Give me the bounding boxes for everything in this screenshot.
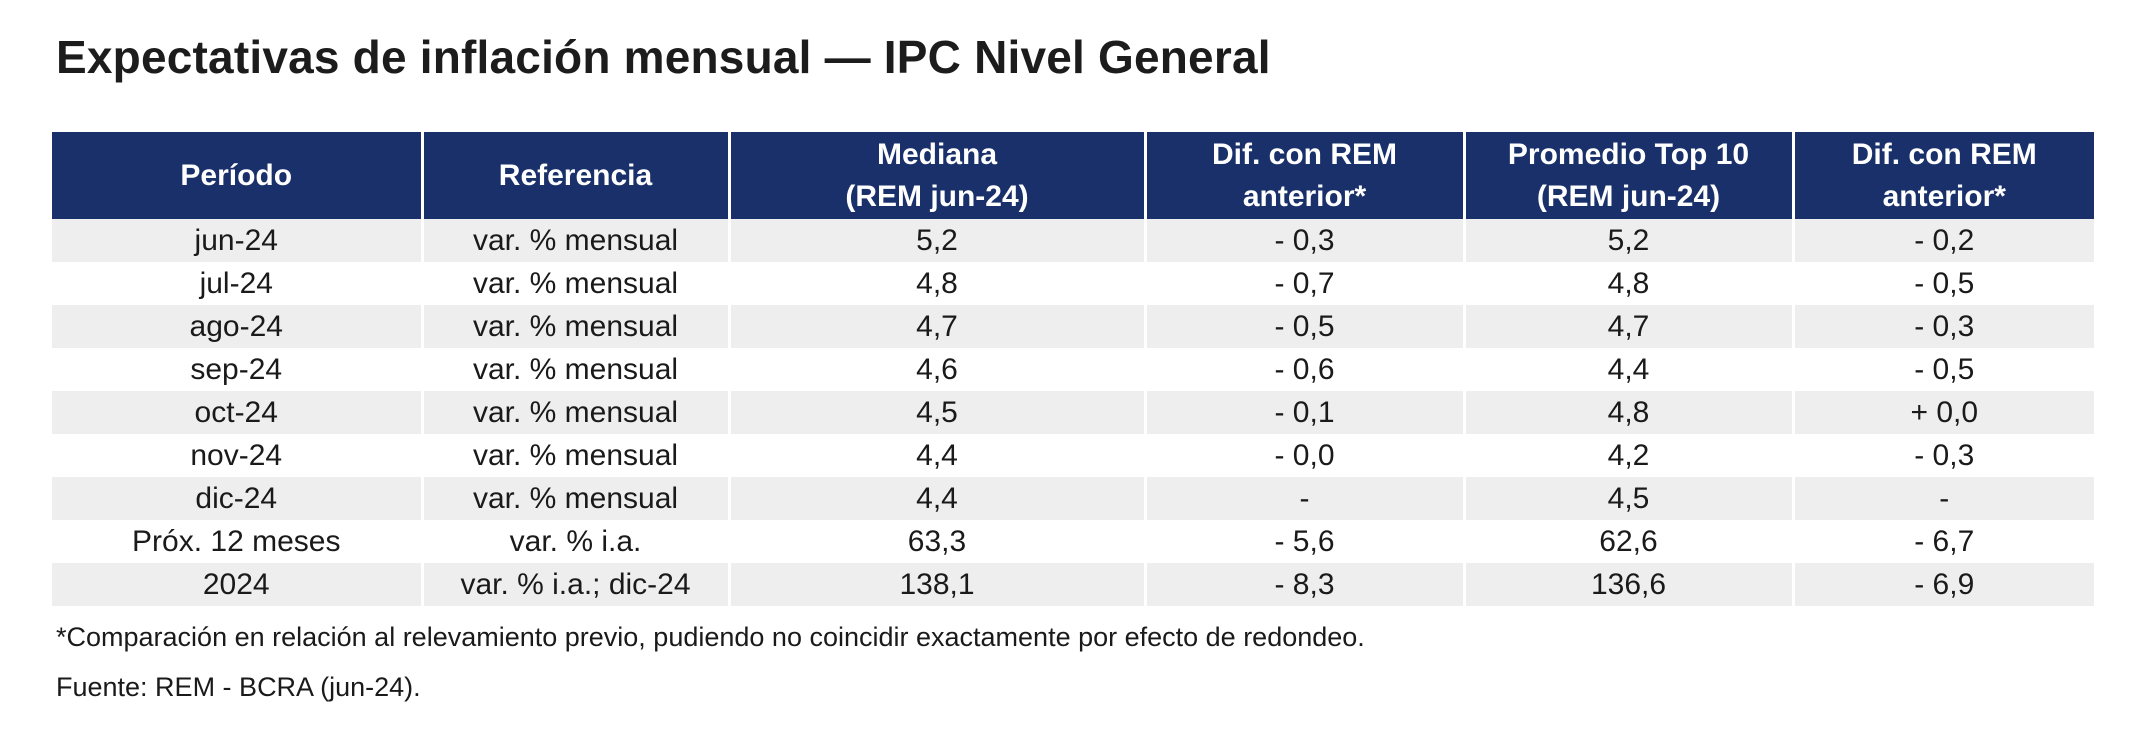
cell-dif-mediana: - (1145, 477, 1466, 520)
cell-promedio-top10: 4,8 (1464, 391, 1795, 434)
cell-mediana: 138,1 (729, 563, 1147, 606)
cell-referencia: var. % mensual (422, 348, 731, 391)
inflation-expectations-table: Período Referencia Mediana (REM jun-24) Dif.… (52, 132, 2094, 606)
cell-promedio-top10: 4,7 (1464, 305, 1795, 348)
column-header-line: anterior* (1882, 179, 2006, 213)
cell-dif-mediana: - 0,3 (1145, 219, 1466, 262)
cell-dif-mediana: - 0,0 (1145, 434, 1466, 477)
cell-promedio-top10: 4,5 (1464, 477, 1795, 520)
cell-dif-top10: - 0,5 (1793, 348, 2094, 391)
cell-periodo: ago-24 (52, 305, 424, 348)
column-header-line: (REM jun-24) (845, 179, 1029, 213)
cell-periodo: nov-24 (52, 434, 424, 477)
cell-promedio-top10: 4,2 (1464, 434, 1795, 477)
cell-referencia: var. % mensual (422, 305, 731, 348)
column-header-line: Promedio Top 10 (1507, 137, 1750, 171)
cell-promedio-top10: 4,8 (1464, 262, 1795, 305)
cell-mediana: 5,2 (729, 219, 1147, 262)
column-header-line: Referencia (498, 158, 653, 192)
cell-periodo: Próx. 12 meses (52, 520, 424, 563)
header-referencia: Referencia (422, 132, 731, 219)
cell-mediana: 4,8 (729, 262, 1147, 305)
cell-dif-mediana: - 0,6 (1145, 348, 1466, 391)
cell-dif-top10: - 0,2 (1793, 219, 2094, 262)
header-mediana: Mediana (REM jun-24) (729, 132, 1147, 219)
cell-periodo: 2024 (52, 563, 424, 606)
cell-referencia: var. % mensual (422, 219, 731, 262)
cell-referencia: var. % i.a. (422, 520, 731, 563)
header-periodo: Período (52, 132, 424, 219)
column-header-line: Mediana (876, 137, 998, 171)
column-header-line: Dif. con REM (1851, 137, 2037, 171)
table-row: jun-24 var. % mensual 5,2- 0,3 5,2- 0,2 (52, 219, 2094, 262)
column-header-line: Dif. con REM (1212, 137, 1397, 171)
column-header-line: Período (180, 158, 293, 192)
cell-referencia: var. % mensual (422, 391, 731, 434)
cell-referencia: var. % mensual (422, 262, 731, 305)
table-row: sep-24 var. % mensual 4,6- 0,6 4,4- 0,5 (52, 348, 2094, 391)
cell-mediana: 4,5 (729, 391, 1147, 434)
cell-periodo: jun-24 (52, 219, 424, 262)
cell-dif-top10: - 6,9 (1793, 563, 2094, 606)
table-header-row: Período Referencia Mediana (REM jun-24) Dif.… (52, 132, 2094, 219)
cell-periodo: jul-24 (52, 262, 424, 305)
inflation-expectations-table-container: Período Referencia Mediana (REM jun-24) Dif.… (52, 132, 2094, 606)
table-row: jul-24 var. % mensual 4,8- 0,7 4,8- 0,5 (52, 262, 2094, 305)
header-dif-mediana: Dif. con REM anterior* (1145, 132, 1466, 219)
cell-dif-mediana: - 8,3 (1145, 563, 1466, 606)
cell-mediana: 4,6 (729, 348, 1147, 391)
cell-mediana: 4,7 (729, 305, 1147, 348)
cell-promedio-top10: 4,4 (1464, 348, 1795, 391)
table-row: Próx. 12 meses var. % i.a. 63,3- 5,6 62,6- … (52, 520, 2094, 563)
cell-promedio-top10: 5,2 (1464, 219, 1795, 262)
cell-dif-mediana: - 0,1 (1145, 391, 1466, 434)
footnote: *Comparación en relación al relevamiento… (56, 622, 1365, 652)
cell-promedio-top10: 62,6 (1464, 520, 1795, 563)
cell-dif-top10: - 0,3 (1793, 434, 2094, 477)
cell-dif-top10: - 0,5 (1793, 262, 2094, 305)
table-row: ago-24 var. % mensual 4,7- 0,5 4,7- 0,3 (52, 305, 2094, 348)
header-dif-top10: Dif. con REM anterior* (1793, 132, 2094, 219)
table-body: jun-24 var. % mensual 5,2- 0,3 5,2- 0,2 jul-… (52, 219, 2094, 606)
cell-referencia: var. % mensual (422, 434, 731, 477)
cell-mediana: 4,4 (729, 434, 1147, 477)
cell-dif-mediana: - 5,6 (1145, 520, 1466, 563)
column-header-line: (REM jun-24) (1536, 179, 1721, 213)
cell-dif-mediana: - 0,7 (1145, 262, 1466, 305)
cell-dif-top10: - (1793, 477, 2094, 520)
cell-dif-top10: - 6,7 (1793, 520, 2094, 563)
cell-promedio-top10: 136,6 (1464, 563, 1795, 606)
column-header-line: anterior* (1242, 179, 1367, 213)
table-row: oct-24 var. % mensual 4,5- 0,1 4,8 + 0,0 (52, 391, 2094, 434)
source-note: Fuente: REM - BCRA (jun-24). (56, 672, 421, 702)
cell-mediana: 63,3 (729, 520, 1147, 563)
page-title: Expectativas de inflación mensual — IPC … (56, 31, 1271, 83)
cell-dif-top10: + 0,0 (1793, 391, 2094, 434)
table-row: dic-24 var. % mensual 4,4-4,5- (52, 477, 2094, 520)
table-row: nov-24 var. % mensual 4,4- 0,0 4,2- 0,3 (52, 434, 2094, 477)
cell-dif-top10: - 0,3 (1793, 305, 2094, 348)
cell-periodo: dic-24 (52, 477, 424, 520)
cell-referencia: var. % mensual (422, 477, 731, 520)
cell-dif-mediana: - 0,5 (1145, 305, 1466, 348)
table-row: 2024 var. % i.a.; dic-24 138,1- 8,3 136,6- … (52, 563, 2094, 606)
header-promedio-top10: Promedio Top 10 (REM jun-24) (1464, 132, 1795, 219)
cell-periodo: sep-24 (52, 348, 424, 391)
cell-referencia: var. % i.a.; dic-24 (422, 563, 731, 606)
cell-periodo: oct-24 (52, 391, 424, 434)
cell-mediana: 4,4 (729, 477, 1147, 520)
